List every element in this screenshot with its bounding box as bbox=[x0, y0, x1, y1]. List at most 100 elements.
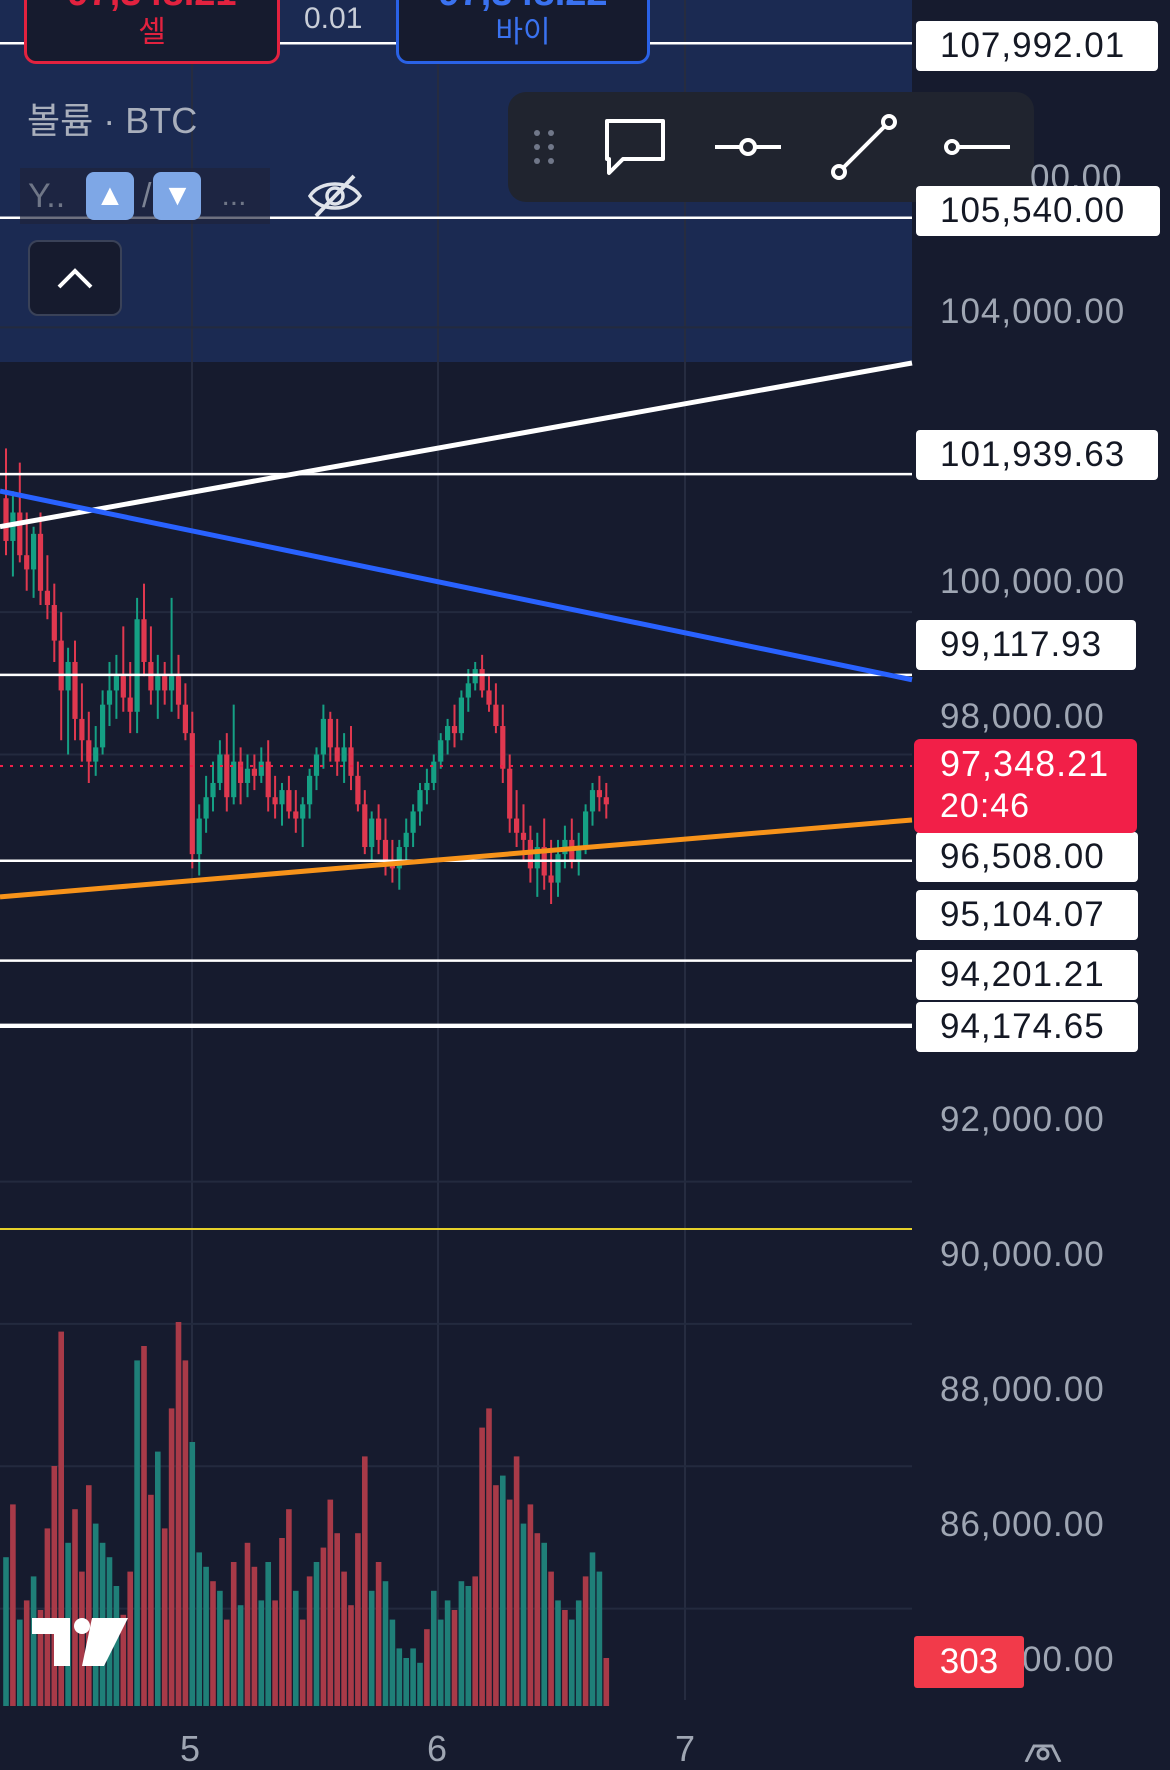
candle-body bbox=[258, 761, 264, 776]
volume-bar bbox=[189, 1442, 196, 1706]
price-line-tag[interactable]: 94,201.21 bbox=[916, 950, 1138, 1000]
candle-body bbox=[231, 761, 237, 798]
candle-body bbox=[265, 761, 271, 798]
volume-bar bbox=[155, 1451, 161, 1706]
collapse-indicators-button[interactable] bbox=[28, 240, 122, 316]
candle-body bbox=[79, 718, 85, 741]
candle-body bbox=[362, 804, 368, 848]
volume-bar bbox=[362, 1456, 368, 1706]
candle-body bbox=[445, 726, 451, 741]
volume-bar bbox=[458, 1581, 465, 1706]
volume-bar bbox=[86, 1485, 92, 1706]
chevron-up-icon bbox=[57, 268, 93, 289]
candle-body bbox=[106, 690, 113, 705]
candle-body bbox=[37, 533, 44, 591]
candle-body bbox=[58, 640, 64, 691]
volume-bar bbox=[513, 1456, 520, 1706]
volume-indicator-label[interactable]: 볼륨 · BTC bbox=[27, 100, 198, 141]
candle-body bbox=[486, 690, 492, 705]
ray-icon[interactable] bbox=[922, 97, 1032, 197]
candle-body bbox=[134, 619, 140, 712]
sell-button[interactable]: 97,348.21 셀 bbox=[24, 0, 280, 64]
volume-bar bbox=[506, 1499, 513, 1706]
candles bbox=[3, 448, 609, 904]
candle-body bbox=[382, 839, 389, 862]
candle-body bbox=[3, 498, 9, 541]
buy-label: 바이 bbox=[495, 16, 551, 49]
candle-body bbox=[465, 683, 471, 698]
volume-bar bbox=[493, 1485, 499, 1706]
volume-indicator-settings: Y.. ▲ / ▼ ... bbox=[20, 168, 270, 224]
price-line-tag[interactable]: 105,540.00 bbox=[916, 186, 1160, 236]
candle-body bbox=[307, 775, 313, 805]
candle-body bbox=[507, 768, 513, 819]
volume-bar bbox=[168, 1408, 175, 1706]
candle-body bbox=[279, 790, 285, 805]
candle-body bbox=[189, 733, 195, 855]
buy-price: 97,348.22 bbox=[399, 0, 647, 13]
volume-bar bbox=[44, 1528, 51, 1706]
drag-handle-icon[interactable] bbox=[508, 97, 580, 197]
sell-price: 97,348.21 bbox=[27, 0, 277, 13]
candle-body bbox=[286, 790, 292, 812]
candle-body bbox=[479, 669, 485, 691]
more-settings[interactable]: ... bbox=[221, 179, 247, 212]
volume-bar bbox=[23, 1600, 30, 1706]
volume-bar bbox=[92, 1523, 99, 1706]
price-line-tag[interactable]: 94,174.65 bbox=[916, 1002, 1138, 1052]
down-volume-color-button[interactable]: ▼ bbox=[153, 172, 202, 220]
volume-bar bbox=[534, 1533, 541, 1706]
volume-bar bbox=[520, 1523, 527, 1706]
volume-bar bbox=[575, 1600, 582, 1706]
buy-button[interactable]: 97,348.22 바이 bbox=[396, 0, 650, 64]
volume-bar bbox=[161, 1528, 168, 1706]
volume-bar bbox=[555, 1600, 561, 1706]
spread-value: 0.01 bbox=[304, 2, 363, 35]
candle-body bbox=[51, 605, 57, 641]
candle-body bbox=[44, 590, 50, 606]
volume-bar bbox=[286, 1509, 292, 1706]
price-line-tag[interactable]: 107,992.01 bbox=[916, 21, 1158, 71]
candle-body bbox=[341, 747, 347, 762]
candle-body bbox=[24, 555, 30, 570]
volume-bar bbox=[224, 1619, 230, 1706]
candle-body bbox=[500, 726, 506, 769]
trend-line-icon[interactable] bbox=[806, 97, 922, 197]
volume-bar bbox=[79, 1571, 85, 1706]
price-axis-label: 98,000.00 bbox=[940, 697, 1105, 736]
eye-slash-icon[interactable] bbox=[306, 170, 364, 222]
volume-bar bbox=[417, 1662, 423, 1706]
candle-body bbox=[86, 740, 92, 762]
volume-bar bbox=[562, 1610, 568, 1706]
up-volume-color-button[interactable]: ▲ bbox=[86, 172, 134, 220]
volume-bar bbox=[382, 1581, 389, 1706]
price-line-tag[interactable]: 96,508.00 bbox=[916, 832, 1138, 882]
candle-body bbox=[424, 782, 430, 791]
settings-icon[interactable] bbox=[1018, 1722, 1068, 1762]
candle-body bbox=[31, 533, 37, 570]
price-axis-label: 86,000.00 bbox=[940, 1505, 1105, 1544]
blue-trend-line bbox=[0, 488, 913, 683]
candle-body bbox=[17, 512, 23, 556]
bar-countdown: 20:46 bbox=[940, 787, 1031, 825]
volume-bar bbox=[396, 1648, 403, 1706]
price-line-tag[interactable]: 101,939.63 bbox=[916, 430, 1158, 480]
candle-body bbox=[458, 697, 464, 734]
tradingview-logo[interactable] bbox=[30, 1614, 130, 1670]
candle-body bbox=[534, 847, 540, 869]
grid bbox=[0, 0, 912, 1700]
candle-body bbox=[313, 754, 320, 776]
y-axis-setting[interactable]: Y.. bbox=[28, 176, 66, 215]
comment-icon[interactable] bbox=[580, 97, 690, 197]
candle-body bbox=[169, 676, 175, 691]
price-line-tag[interactable]: 99,117.93 bbox=[916, 620, 1136, 670]
volume-bar bbox=[341, 1571, 347, 1706]
candle-body bbox=[93, 747, 99, 762]
current-price-value: 97,348.21 bbox=[940, 743, 1110, 784]
price-line-tag[interactable]: 95,104.07 bbox=[916, 890, 1138, 940]
candle-body bbox=[555, 854, 561, 883]
volume-bar bbox=[327, 1499, 334, 1706]
candle-body bbox=[210, 782, 216, 798]
horizontal-ray-icon[interactable] bbox=[690, 97, 806, 197]
